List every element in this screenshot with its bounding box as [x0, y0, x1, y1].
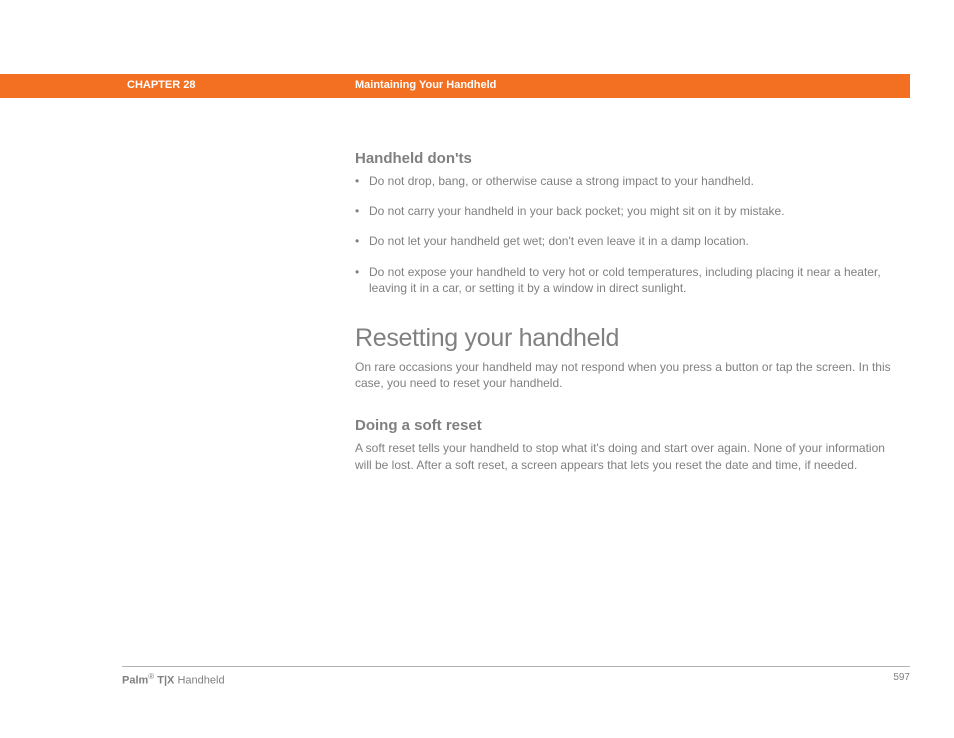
donts-list: Do not drop, bang, or otherwise cause a … [355, 173, 895, 296]
list-item: Do not carry your handheld in your back … [355, 203, 895, 219]
list-item: Do not drop, bang, or otherwise cause a … [355, 173, 895, 189]
content-area: Handheld don'ts Do not drop, bang, or ot… [355, 150, 895, 473]
resetting-title: Resetting your handheld [355, 324, 895, 353]
resetting-intro: On rare occasions your handheld may not … [355, 359, 895, 391]
soft-reset-body: A soft reset tells your handheld to stop… [355, 440, 895, 472]
soft-reset-heading: Doing a soft reset [355, 417, 895, 434]
footer-brand-name: Palm [122, 675, 148, 687]
chapter-label: CHAPTER 28 [127, 79, 195, 91]
page-number: 597 [893, 672, 910, 683]
list-item: Do not let your handheld get wet; don't … [355, 233, 895, 249]
footer-model: T|X [154, 675, 174, 687]
donts-heading: Handheld don'ts [355, 150, 895, 167]
list-item: Do not expose your handheld to very hot … [355, 264, 895, 296]
document-page: CHAPTER 28 Maintaining Your Handheld Han… [0, 0, 954, 738]
header-bar: CHAPTER 28 Maintaining Your Handheld [0, 74, 910, 98]
footer-rule [122, 666, 910, 667]
footer-brand-rest: Handheld [174, 675, 224, 687]
footer-brand: Palm® T|X Handheld [122, 672, 225, 687]
section-label: Maintaining Your Handheld [355, 79, 496, 91]
